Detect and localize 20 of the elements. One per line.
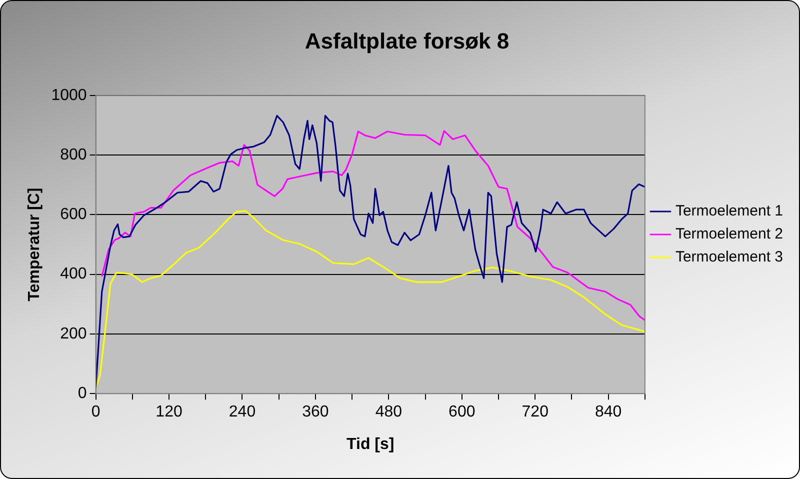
x-tick-label: 0 xyxy=(91,404,100,421)
legend-label: Termoelement 2 xyxy=(675,226,784,243)
legend-label: Termoelement 1 xyxy=(675,202,784,220)
y-tick-label: 400 xyxy=(60,266,87,283)
y-tick-label: 1000 xyxy=(51,86,87,104)
x-tick-label: 600 xyxy=(448,404,476,421)
y-tick-label: 800 xyxy=(60,146,87,164)
y-axis-title: Temperatur [C] xyxy=(26,188,44,302)
x-tick-label: 240 xyxy=(228,404,256,421)
x-tick-label: 120 xyxy=(156,404,182,421)
x-tick-label: 720 xyxy=(522,404,549,421)
y-tick-label: 600 xyxy=(60,206,87,224)
x-tick-label: 840 xyxy=(594,404,622,421)
x-tick-label: 480 xyxy=(375,404,402,421)
y-tick-label: 200 xyxy=(60,325,87,342)
chart-title: Asfaltplate forsøk 8 xyxy=(304,28,510,54)
y-tick-label: 0 xyxy=(78,385,87,402)
x-axis-title: Tid [s] xyxy=(346,436,394,453)
legend-label: Termoelement 3 xyxy=(675,248,784,266)
x-tick-label: 360 xyxy=(302,404,329,421)
